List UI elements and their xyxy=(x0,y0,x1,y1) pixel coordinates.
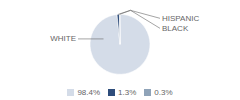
svg-text:HISPANIC: HISPANIC xyxy=(162,14,199,23)
svg-text:BLACK: BLACK xyxy=(162,24,189,33)
html-text:98.4%: 98.4% xyxy=(77,88,101,97)
html-text:0.3%: 0.3% xyxy=(154,88,173,97)
svg-text:WHITE: WHITE xyxy=(50,34,76,43)
html-text:1.3%: 1.3% xyxy=(118,88,137,97)
